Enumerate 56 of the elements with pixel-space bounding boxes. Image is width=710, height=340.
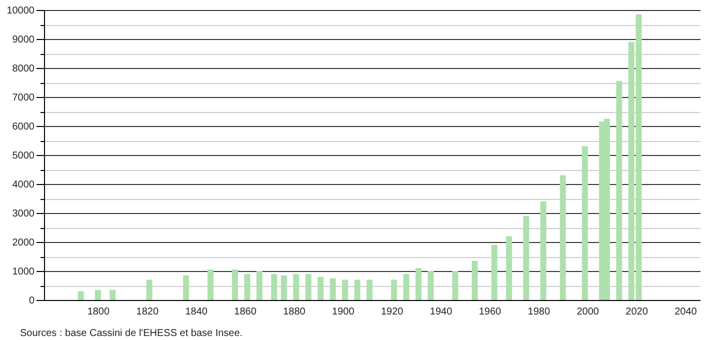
bar <box>452 271 458 300</box>
y-tick-label: 2000 <box>12 238 35 248</box>
y-tick-label: 1000 <box>12 266 35 278</box>
y-tick-label: 8000 <box>12 64 35 74</box>
y-tick-label: 6000 <box>12 122 35 132</box>
x-tick-label: 2000 <box>576 306 600 318</box>
y-tick-label: 0 <box>28 296 35 306</box>
x-tick-label: 2040 <box>674 306 698 318</box>
y-tick-label: 7000 <box>12 92 35 104</box>
bar <box>271 274 278 300</box>
bar <box>523 216 530 300</box>
bar <box>366 280 373 300</box>
bar <box>244 274 250 300</box>
bar <box>403 274 410 300</box>
bar <box>146 280 152 300</box>
bar <box>428 271 434 300</box>
bar <box>354 280 360 300</box>
y-tick-label: 9000 <box>12 34 35 46</box>
bar <box>342 280 348 300</box>
x-tick-label: 1920 <box>380 306 404 318</box>
x-tick-label: 1880 <box>283 306 306 318</box>
bar <box>256 271 262 300</box>
bar <box>280 275 287 300</box>
bar <box>78 291 84 300</box>
bar <box>506 236 512 300</box>
bar <box>330 278 336 300</box>
bar <box>318 276 324 300</box>
bar <box>540 201 546 300</box>
bar <box>208 270 214 300</box>
x-tick-label: 1980 <box>528 306 550 318</box>
bar <box>616 81 622 300</box>
y-tick-label: 4000 <box>12 180 35 190</box>
bar <box>232 270 238 300</box>
bar <box>183 275 190 300</box>
bar <box>491 244 498 300</box>
x-tick-label: 1840 <box>185 306 208 318</box>
y-tick-label: 10000 <box>6 6 35 16</box>
x-tick-label: 2020 <box>626 306 648 318</box>
bar <box>472 260 478 300</box>
bar <box>415 268 422 300</box>
bar <box>582 146 588 300</box>
x-tick-label: 1940 <box>430 306 453 318</box>
bar <box>110 290 116 300</box>
bar <box>391 280 398 300</box>
y-tick-label: 5000 <box>12 150 35 162</box>
x-tick-label: 1900 <box>332 306 355 318</box>
x-tick-label: 1800 <box>87 306 110 318</box>
source-note: Sources : base Cassini de l'EHESS et base Insee. <box>20 328 243 339</box>
x-tick-label: 1960 <box>478 306 502 318</box>
bar <box>305 274 312 300</box>
bar <box>293 274 300 300</box>
bar <box>560 175 566 300</box>
y-tick-label: 3000 <box>12 208 35 220</box>
x-tick-label: 1860 <box>234 306 257 318</box>
bar <box>94 290 101 300</box>
x-tick-label: 1820 <box>136 306 159 318</box>
